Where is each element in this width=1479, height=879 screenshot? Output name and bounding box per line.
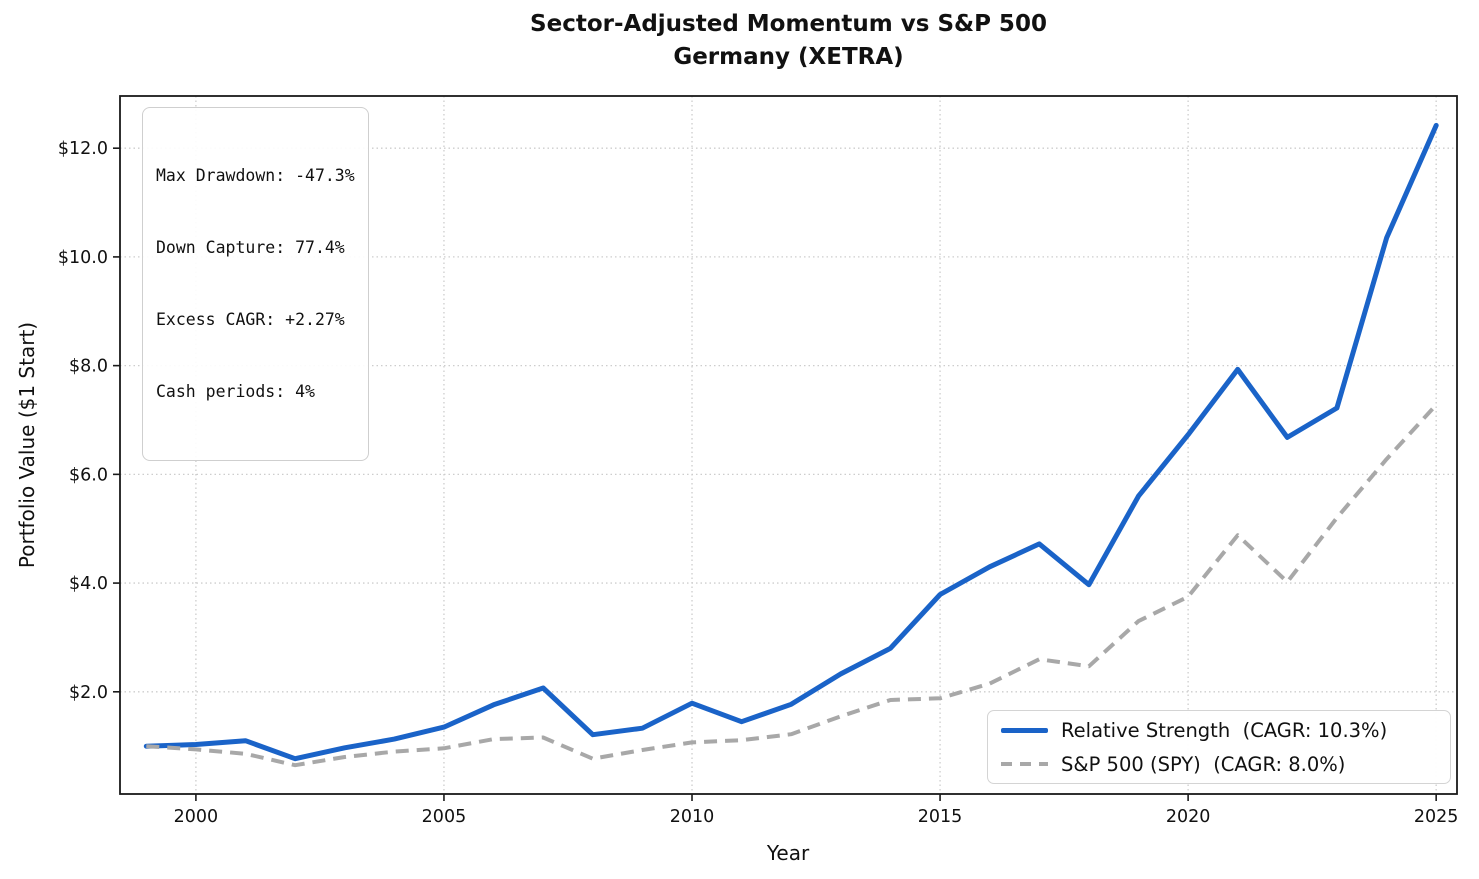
x-axis-label: Year bbox=[766, 841, 810, 865]
legend-label-strategy: Relative Strength (CAGR: 10.3%) bbox=[1061, 718, 1388, 742]
stat-cash-periods: Cash periods: 4% bbox=[156, 382, 315, 401]
legend-item-benchmark: S&P 500 (SPY) (CAGR: 8.0%) bbox=[1001, 749, 1450, 779]
chart-title-line1: Sector-Adjusted Momentum vs S&P 500 bbox=[530, 11, 1047, 37]
svg-text:2015: 2015 bbox=[918, 807, 963, 827]
benchmark-line-swatch bbox=[1001, 762, 1048, 766]
stat-max-drawdown: Max Drawdown: -47.3% bbox=[156, 166, 355, 185]
svg-text:2005: 2005 bbox=[422, 807, 467, 827]
svg-text:$2.0: $2.0 bbox=[69, 683, 108, 703]
strategy-line-swatch bbox=[1001, 727, 1048, 733]
data-series bbox=[143, 122, 1439, 768]
svg-text:$12.0: $12.0 bbox=[58, 139, 108, 159]
stat-excess-cagr: Excess CAGR: +2.27% bbox=[156, 310, 345, 329]
strategy-line bbox=[143, 122, 1439, 762]
axis-ticks bbox=[113, 147, 1437, 801]
svg-text:2020: 2020 bbox=[1166, 807, 1211, 827]
tick-labels: 2000 2005 2010 2015 2020 2025 $2.0 $4.0 $6.0 $8.0… bbox=[58, 139, 1459, 827]
svg-text:2010: 2010 bbox=[670, 807, 715, 827]
legend-label-benchmark: S&P 500 (SPY) (CAGR: 8.0%) bbox=[1061, 752, 1346, 776]
svg-text:$8.0: $8.0 bbox=[69, 357, 108, 377]
svg-text:2000: 2000 bbox=[174, 807, 219, 827]
benchmark-line bbox=[146, 403, 1438, 768]
plot-frame bbox=[119, 95, 1458, 795]
chart-title: Sector-Adjusted Momentum vs S&P 500 Germ… bbox=[120, 8, 1457, 74]
svg-text:2025: 2025 bbox=[1414, 807, 1459, 827]
legend: Relative Strength (CAGR: 10.3%) S&P 500 … bbox=[987, 710, 1451, 784]
stat-down-capture: Down Capture: 77.4% bbox=[156, 238, 345, 257]
gridlines bbox=[120, 96, 1457, 794]
svg-text:$6.0: $6.0 bbox=[69, 465, 108, 485]
stats-box: Max Drawdown: -47.3% Down Capture: 77.4%… bbox=[142, 107, 369, 461]
svg-text:$4.0: $4.0 bbox=[69, 574, 108, 594]
y-axis-label: Portfolio Value ($1 Start) bbox=[15, 322, 39, 568]
svg-text:$10.0: $10.0 bbox=[58, 248, 108, 268]
legend-item-strategy: Relative Strength (CAGR: 10.3%) bbox=[1001, 715, 1450, 745]
chart-title-line2: Germany (XETRA) bbox=[673, 44, 904, 70]
